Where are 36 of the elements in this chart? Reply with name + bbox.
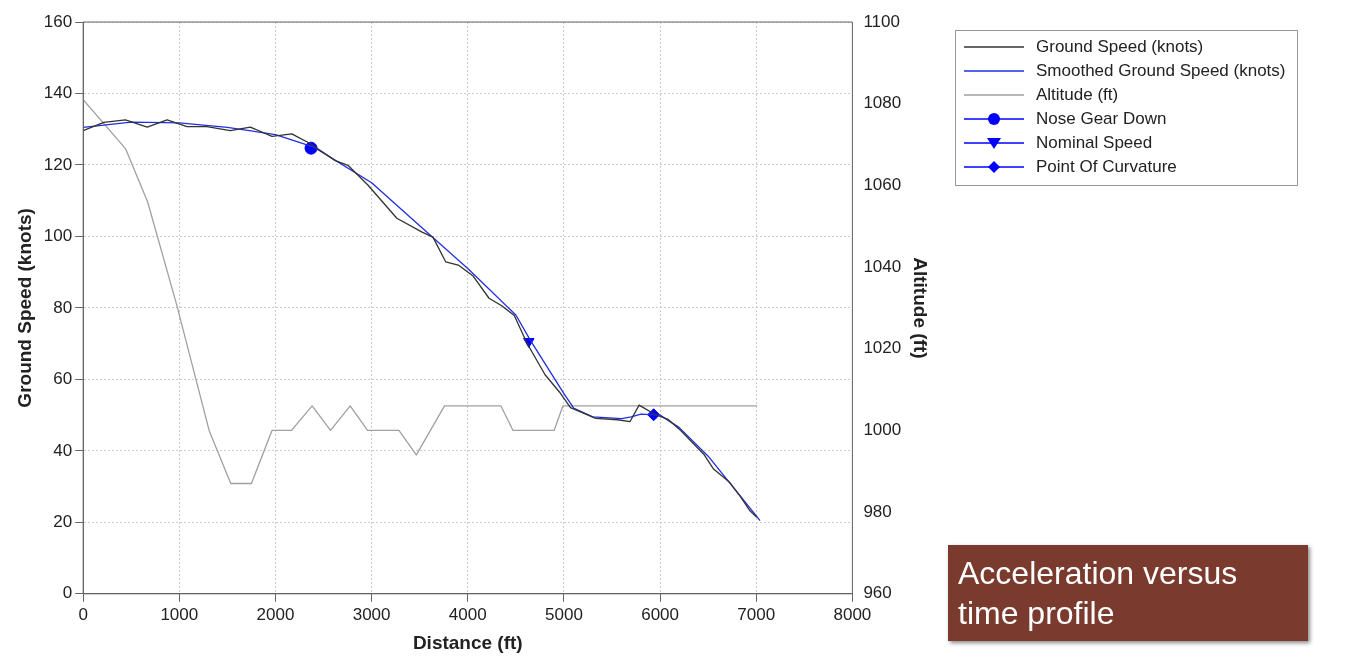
y-tick-label: 80 [53, 297, 73, 317]
y-axis-title: Ground Speed (knots) [13, 208, 35, 408]
y-tick-label: 0 [62, 583, 73, 603]
x-axis-title: Distance (ft) [412, 631, 523, 653]
x-tick-label: 7000 [737, 604, 776, 624]
y-tick-label: 20 [53, 512, 73, 532]
x-tick-label: 5000 [545, 604, 583, 624]
y2-tick-label: 1080 [863, 93, 902, 113]
legend-label: Point Of Curvature [1036, 157, 1177, 177]
y2-tick-label: 960 [863, 583, 892, 603]
x-tick-label: 0 [78, 604, 88, 624]
x-tick-label: 1000 [160, 604, 199, 624]
x-tick-label: 2000 [256, 604, 295, 624]
legend-label: Altitude (ft) [1036, 85, 1119, 105]
legend-label: Ground Speed (knots) [1036, 37, 1204, 57]
text: Acceleration versus time profile [948, 545, 1308, 641]
y2-tick-label: 1040 [863, 256, 902, 276]
x-tick-label: 3000 [352, 604, 391, 624]
legend-label: Nose Gear Down [1036, 109, 1167, 129]
y-tick-label: 120 [43, 154, 73, 174]
y-tick-label: 140 [43, 83, 73, 103]
y-tick-label: 160 [43, 11, 73, 31]
x-tick-label: 6000 [641, 604, 679, 624]
legend-label: Nominal Speed [1036, 133, 1153, 153]
y2-tick-label: 1060 [863, 175, 902, 195]
y2-tick-label: 980 [863, 501, 892, 521]
legend-label: Smoothed Ground Speed (knots) [1036, 61, 1286, 81]
y2-tick-label: 1020 [863, 338, 902, 358]
x-tick-label: 8000 [833, 604, 872, 624]
y2-axis-title: Altitude (ft) [910, 257, 932, 359]
y-tick-label: 60 [53, 369, 73, 389]
x-tick-label: 4000 [448, 604, 487, 624]
y2-tick-label: 1000 [863, 420, 902, 440]
y2-tick-label: 1100 [863, 11, 900, 31]
y-tick-label: 40 [53, 440, 73, 460]
y-tick-label: 100 [43, 226, 73, 246]
